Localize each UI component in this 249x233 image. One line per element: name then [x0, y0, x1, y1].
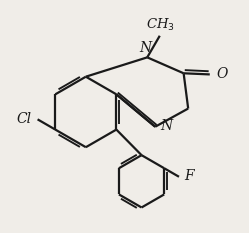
Text: N: N: [139, 41, 151, 55]
Text: N: N: [160, 119, 172, 133]
Text: Cl: Cl: [17, 112, 32, 126]
Text: CH$_3$: CH$_3$: [146, 17, 175, 34]
Text: O: O: [217, 67, 228, 81]
Text: F: F: [185, 169, 194, 183]
